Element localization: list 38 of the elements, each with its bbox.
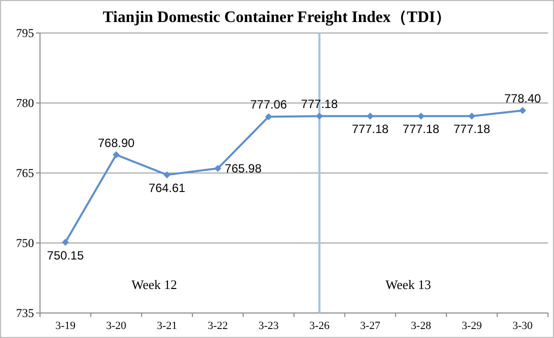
chart-title: Tianjin Domestic Container Freight Index（TDI） — [102, 9, 452, 26]
point — [519, 106, 526, 114]
x-tick-label: 3-21 — [156, 320, 178, 332]
point — [316, 112, 323, 120]
text: 777.18 — [402, 122, 440, 136]
y-tick-label: 765 — [16, 166, 34, 180]
annotation: Week 13 — [386, 277, 432, 292]
text: 777.18 — [301, 97, 338, 112]
text: 750.15 — [47, 248, 84, 262]
point — [366, 112, 374, 120]
text: 777.18 — [352, 122, 389, 136]
annotation: Week 12 — [132, 277, 178, 292]
text: 764.61 — [148, 180, 186, 195]
x-tick-label: 3-23 — [258, 320, 280, 332]
text: 777.18 — [453, 122, 490, 136]
x-tick-label: 3-26 — [309, 320, 330, 332]
text: 768.90 — [98, 136, 135, 150]
y-tick-label: 780 — [16, 96, 34, 110]
x-tick-label: 3-22 — [208, 320, 228, 332]
point — [112, 151, 120, 158]
point — [164, 171, 170, 178]
text: 777.06 — [250, 98, 287, 112]
text: 778.40 — [504, 91, 541, 106]
x-tick-label: 3-30 — [512, 320, 534, 332]
x-tick-label: 3-29 — [462, 320, 482, 332]
point — [468, 112, 476, 120]
x-tick-label: 3-19 — [55, 320, 76, 332]
point — [418, 112, 424, 120]
y-tick-label: 750 — [16, 236, 34, 250]
point — [62, 238, 69, 246]
y-tick-label: 735 — [16, 306, 34, 320]
x-tick-label: 3-20 — [106, 320, 127, 332]
point — [214, 164, 222, 172]
x-tick-label: 3-27 — [360, 320, 381, 332]
point — [265, 113, 272, 120]
text: 765.98 — [224, 161, 262, 176]
y-tick-label: 795 — [16, 26, 34, 40]
x-tick-label: 3-28 — [410, 320, 432, 332]
